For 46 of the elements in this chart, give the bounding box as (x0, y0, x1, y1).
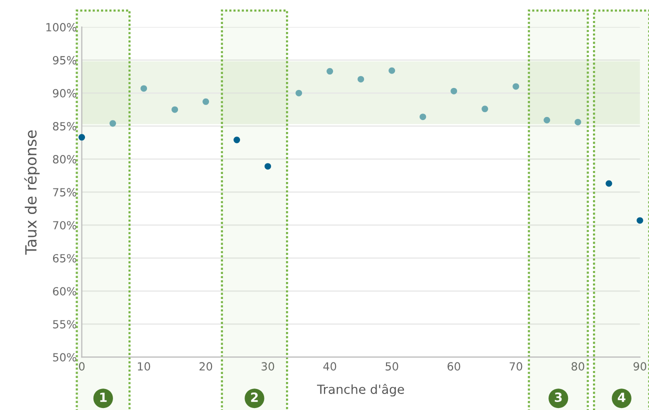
x-tick-label: 60 (448, 362, 460, 371)
point (326, 68, 334, 75)
point (140, 85, 148, 92)
band-label: 3 (554, 392, 562, 402)
point (264, 163, 272, 170)
y-tick-label: 95% (52, 56, 76, 64)
x-tick-label: 10 (138, 362, 150, 371)
point (606, 180, 612, 187)
x-tick-label: 90 (634, 362, 646, 371)
x-tick-label: 30 (262, 362, 274, 371)
band-label: 2 (251, 392, 258, 402)
point (234, 136, 240, 144)
point (296, 90, 302, 96)
band-label: 1 (100, 392, 107, 402)
point (636, 217, 644, 224)
y-tick-label: 100% (46, 23, 76, 32)
point (420, 114, 426, 120)
point (544, 116, 550, 124)
x-tick-label: 0 (78, 362, 85, 371)
y-axis-title: Taux de réponse (24, 130, 40, 255)
point (388, 67, 396, 74)
y-tick-label: 60% (52, 287, 76, 296)
y-tick-label: 50% (53, 353, 76, 362)
point (482, 106, 488, 112)
point (512, 83, 520, 90)
x-tick-label: 70 (510, 362, 522, 371)
y-tick-label: 85% (52, 122, 76, 130)
point (358, 76, 364, 82)
x-tick-label: 80 (572, 362, 584, 371)
point (110, 120, 116, 127)
y-tick-label: 65% (52, 254, 76, 262)
point (450, 88, 458, 94)
y-tick-label: 75% (53, 188, 76, 196)
y-tick-label: 90% (52, 89, 76, 98)
band-label: 4 (618, 392, 626, 402)
x-tick-label: 50 (386, 362, 398, 371)
x-axis-title: Tranche d'âge (316, 384, 404, 396)
y-tick-label: 55% (53, 320, 76, 328)
point (202, 98, 210, 105)
y-tick-label: 80% (52, 155, 76, 164)
point (78, 134, 86, 141)
y-tick-label: 70% (53, 221, 76, 230)
x-tick-label: 40 (323, 362, 336, 371)
point (574, 118, 582, 126)
x-tick-label: 20 (200, 362, 212, 371)
point (172, 106, 178, 113)
